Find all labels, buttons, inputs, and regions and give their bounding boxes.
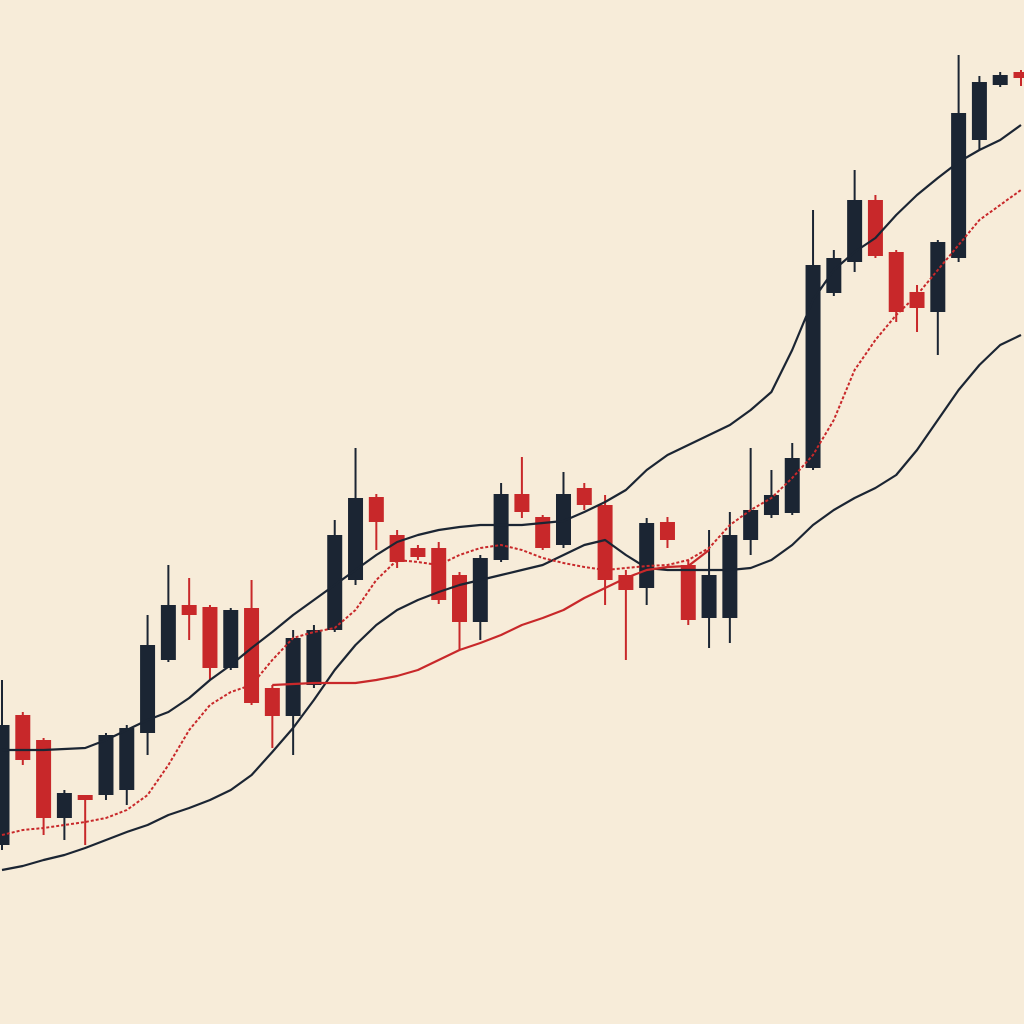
candle-body: [659, 522, 675, 540]
candle-body: [701, 575, 717, 618]
candle-body: [327, 535, 343, 630]
candle-body: [389, 535, 405, 562]
candle-body: [784, 458, 800, 513]
candle-body: [452, 575, 468, 622]
candle-body: [555, 494, 571, 545]
candle-body: [722, 535, 738, 618]
candle-body: [930, 242, 946, 312]
candle-body: [597, 505, 613, 580]
candle-body: [119, 728, 135, 790]
candle-body: [15, 715, 31, 760]
candle-body: [888, 252, 904, 312]
candle-body: [909, 292, 925, 308]
candle-body: [743, 510, 759, 540]
candle-body: [181, 605, 197, 615]
candle-body: [264, 688, 280, 716]
dashed-line: [1, 189, 1022, 836]
candle-body: [514, 494, 530, 512]
candle-body: [639, 523, 655, 588]
candle-body: [826, 258, 842, 293]
candle-body: [493, 494, 509, 560]
candle-body: [680, 565, 696, 620]
candle-body: [285, 638, 301, 716]
candle-body: [306, 630, 322, 685]
candle-body: [140, 645, 156, 733]
candle-body: [160, 605, 176, 660]
candle-body: [244, 608, 260, 703]
candle-body: [971, 82, 987, 140]
line: [272, 549, 710, 687]
candle-body: [805, 265, 821, 468]
line: [2, 124, 1022, 752]
candle-body: [992, 75, 1008, 85]
candle-body: [77, 795, 93, 800]
candle-body: [847, 200, 863, 262]
line: [1, 334, 1022, 872]
candle-body: [410, 548, 426, 557]
candle-body: [368, 497, 384, 522]
candle-body: [867, 200, 883, 256]
candle-body: [576, 488, 592, 505]
candle-body: [348, 498, 364, 580]
candle-body: [56, 793, 72, 818]
candle-body: [0, 725, 10, 845]
candle-body: [1013, 72, 1024, 78]
candle-body: [951, 113, 967, 258]
candle-body: [472, 558, 488, 622]
candle-body: [223, 610, 239, 668]
candle-body: [431, 548, 447, 600]
candle-body: [535, 517, 551, 548]
candle-body: [36, 740, 52, 818]
candle-body: [98, 735, 114, 795]
candle-body: [202, 607, 218, 668]
